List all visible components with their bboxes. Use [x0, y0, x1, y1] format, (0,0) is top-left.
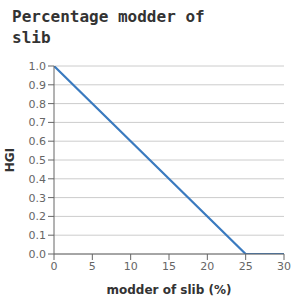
- svg-text:0.2: 0.2: [29, 210, 47, 223]
- svg-text:30: 30: [277, 260, 291, 273]
- svg-text:HGI: HGI: [8, 148, 17, 172]
- svg-text:0.0: 0.0: [29, 248, 47, 261]
- svg-text:20: 20: [200, 260, 214, 273]
- svg-text:10: 10: [124, 260, 138, 273]
- svg-text:0.1: 0.1: [29, 229, 47, 242]
- html-text:Percentage modder of: Percentage modder of: [12, 7, 205, 26]
- svg-text:0: 0: [51, 260, 58, 273]
- svg-text:1.0: 1.0: [29, 60, 47, 73]
- svg-text:25: 25: [239, 260, 253, 273]
- html-text:slib: slib: [12, 28, 51, 47]
- svg-text:5: 5: [89, 260, 96, 273]
- svg-text:0.6: 0.6: [29, 135, 47, 148]
- svg-text:0.5: 0.5: [29, 154, 47, 167]
- svg-text:0.8: 0.8: [29, 98, 47, 111]
- svg-text:0.9: 0.9: [29, 79, 47, 92]
- svg-text:15: 15: [162, 260, 176, 273]
- svg-text:0.7: 0.7: [29, 116, 47, 129]
- svg-text:0.3: 0.3: [29, 192, 47, 205]
- svg-text:modder of slib (%): modder of slib (%): [107, 283, 232, 297]
- svg-text:0.4: 0.4: [29, 173, 47, 186]
